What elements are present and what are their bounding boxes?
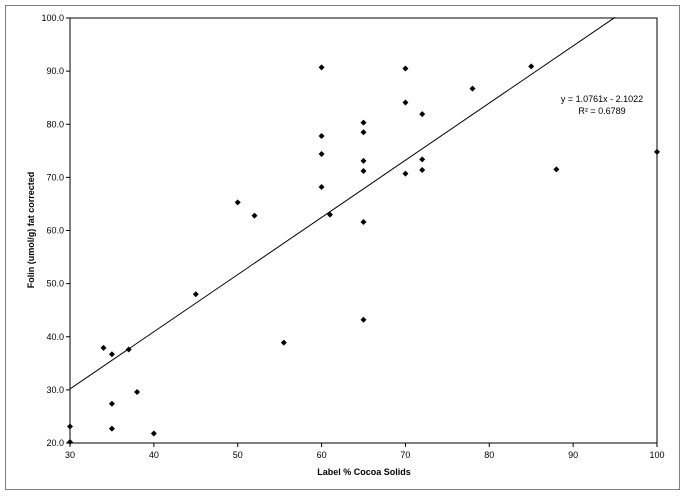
data-point xyxy=(318,132,325,139)
data-point xyxy=(553,166,560,173)
x-axis: 30 40 50 60 70 80 90 100 xyxy=(65,443,665,460)
x-tick-label: 60 xyxy=(317,450,327,460)
data-point xyxy=(654,148,660,155)
y-tick-label: 80.0 xyxy=(46,119,64,129)
data-point xyxy=(134,389,141,395)
data-point xyxy=(67,438,73,445)
x-tick-label: 90 xyxy=(568,450,578,460)
data-point xyxy=(360,157,367,164)
data-point xyxy=(251,212,258,219)
data-point xyxy=(360,168,367,174)
data-point xyxy=(360,129,367,136)
x-tick-label: 70 xyxy=(400,450,410,460)
r-squared-label: R² = 0.6789 xyxy=(578,106,625,116)
data-point xyxy=(108,351,115,358)
data-point xyxy=(280,339,287,346)
data-point xyxy=(402,65,409,72)
data-point xyxy=(419,111,426,118)
data-point xyxy=(360,219,367,225)
data-point xyxy=(360,119,367,126)
data-point xyxy=(108,400,115,407)
data-point xyxy=(318,183,325,190)
x-axis-title: Label % Cocoa Solids xyxy=(317,467,411,477)
y-tick-label: 30.0 xyxy=(46,385,64,395)
data-point xyxy=(469,85,476,92)
trendline xyxy=(69,16,616,390)
data-point xyxy=(100,344,107,351)
y-tick-label: 60.0 xyxy=(46,226,64,236)
data-point xyxy=(326,211,333,218)
data-point xyxy=(419,156,426,163)
data-point xyxy=(150,430,157,437)
data-point xyxy=(360,316,367,323)
data-points xyxy=(67,63,660,445)
x-tick-label: 50 xyxy=(233,450,243,460)
data-point xyxy=(318,151,325,157)
y-tick-label: 20.0 xyxy=(46,438,64,448)
data-point xyxy=(528,63,535,70)
data-point xyxy=(402,99,409,106)
data-point xyxy=(318,64,325,71)
data-point xyxy=(108,425,115,432)
y-tick-label: 70.0 xyxy=(46,172,64,182)
y-axis-title: Folin (umol/g) fat corrected xyxy=(26,172,36,289)
y-tick-label: 90.0 xyxy=(46,66,64,76)
data-point xyxy=(192,291,199,298)
x-tick-label: 100 xyxy=(649,450,664,460)
y-tick-label: 50.0 xyxy=(46,279,64,289)
plot-area xyxy=(69,17,658,444)
data-point xyxy=(234,199,241,206)
plot-border xyxy=(69,17,658,444)
x-tick-label: 40 xyxy=(149,450,159,460)
y-axis: 20.0 30.0 40.0 50.0 60.0 70.0 80.0 90.0 100.0 xyxy=(41,13,70,448)
trendline-equation: y = 1.0761x - 2.1022 xyxy=(561,94,643,104)
y-tick-label: 40.0 xyxy=(46,332,64,342)
data-point xyxy=(67,423,73,430)
data-point xyxy=(402,170,409,177)
x-tick-label: 80 xyxy=(484,450,494,460)
x-tick-label: 30 xyxy=(65,450,75,460)
data-point xyxy=(419,166,426,173)
y-tick-label: 100.0 xyxy=(41,13,64,23)
data-point xyxy=(125,346,132,353)
